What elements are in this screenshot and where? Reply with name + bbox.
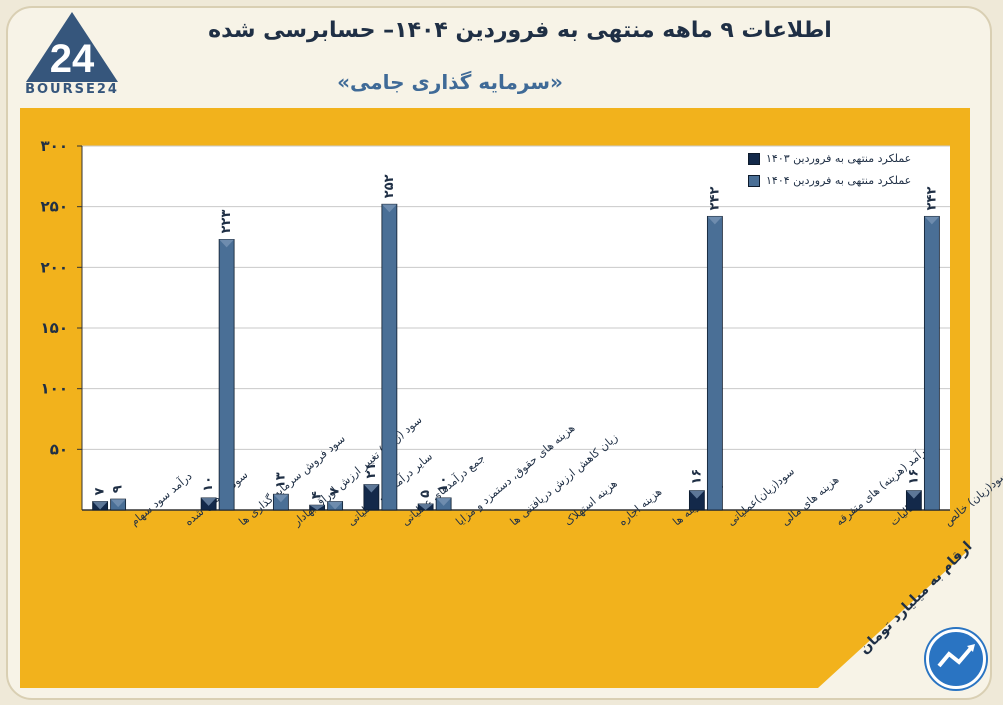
chart-legend: عملکرد منتهی به فروردین ۱۴۰۳ عملکرد منته… (748, 152, 938, 196)
page-title: اطلاعات ۹ ماهه منتهی به فروردین ۱۴۰۴– حس… (208, 18, 832, 43)
bar-1404 (218, 239, 235, 511)
logo-digits: 24 (50, 37, 95, 81)
bar-cap (327, 501, 343, 510)
legend-swatch-1403 (748, 152, 760, 165)
data-label: ۱۰ (436, 476, 451, 492)
y-tick-label: ۳۰۰ (41, 137, 68, 155)
page-subtitle: «سرمایه گذاری جامی» (337, 70, 563, 94)
bar-1404 (706, 215, 723, 511)
bar-cap (219, 239, 235, 248)
trend-line-icon (937, 646, 973, 668)
bar-cap (381, 204, 397, 213)
data-label: ۱۶ (906, 469, 921, 485)
data-label: ۱۰ (201, 476, 216, 492)
bar-1404 (923, 215, 940, 511)
data-label: ۱۶ (689, 469, 704, 485)
legend-item-1404: عملکرد منتهی به فروردین ۱۴۰۴ (748, 174, 938, 187)
data-label: ۱۳ (273, 472, 288, 488)
y-tick-label: ۵۰ (50, 440, 68, 458)
y-tick-label: ۲۰۰ (41, 258, 68, 276)
legend-label-1404: عملکرد منتهی به فروردین ۱۴۰۴ (766, 174, 912, 187)
bar-cap (924, 216, 940, 225)
data-label: ۲۲۳ (219, 210, 234, 234)
data-label: ۲۴۲ (707, 187, 722, 211)
data-label: ۹ (111, 485, 126, 493)
data-label: ۵ (418, 490, 433, 498)
legend-label-1403: عملکرد منتهی به فروردین ۱۴۰۳ (766, 152, 912, 165)
bar-cap (363, 484, 379, 493)
legend-item-1403: عملکرد منتهی به فروردین ۱۴۰۳ (748, 152, 938, 165)
bar-cap (309, 505, 325, 510)
bar-cap (273, 494, 289, 503)
bourse24-logo: 24 (26, 12, 118, 82)
data-label: ۷ (328, 488, 343, 496)
bar-1404 (381, 203, 398, 511)
data-label: ۴ (310, 491, 325, 499)
data-label: ۷ (93, 488, 108, 496)
data-label: ۲۵۲ (382, 174, 397, 198)
category-label: سود(زیان) خالص (942, 468, 1003, 529)
bar-cap (436, 497, 452, 506)
bar-cap (201, 497, 217, 506)
bar-cap (707, 216, 723, 225)
data-label: ۲۴۲ (924, 187, 939, 211)
bar-cap (418, 503, 434, 510)
legend-swatch-1404 (748, 174, 760, 187)
y-tick-label: ۱۵۰ (41, 319, 68, 337)
trend-badge-icon (926, 629, 986, 689)
logo-text: BOURSE24 (25, 82, 119, 97)
y-tick-label: ۲۵۰ (41, 198, 68, 216)
bar-cap (110, 499, 126, 508)
logo-triangle (26, 12, 118, 82)
bar-cap (689, 490, 705, 499)
data-label: ۲۱ (364, 463, 379, 479)
y-tick-label: ۱۰۰ (41, 380, 68, 398)
bar-cap (906, 490, 922, 499)
trend-arrow-icon (967, 644, 975, 652)
bar-cap (92, 501, 108, 510)
